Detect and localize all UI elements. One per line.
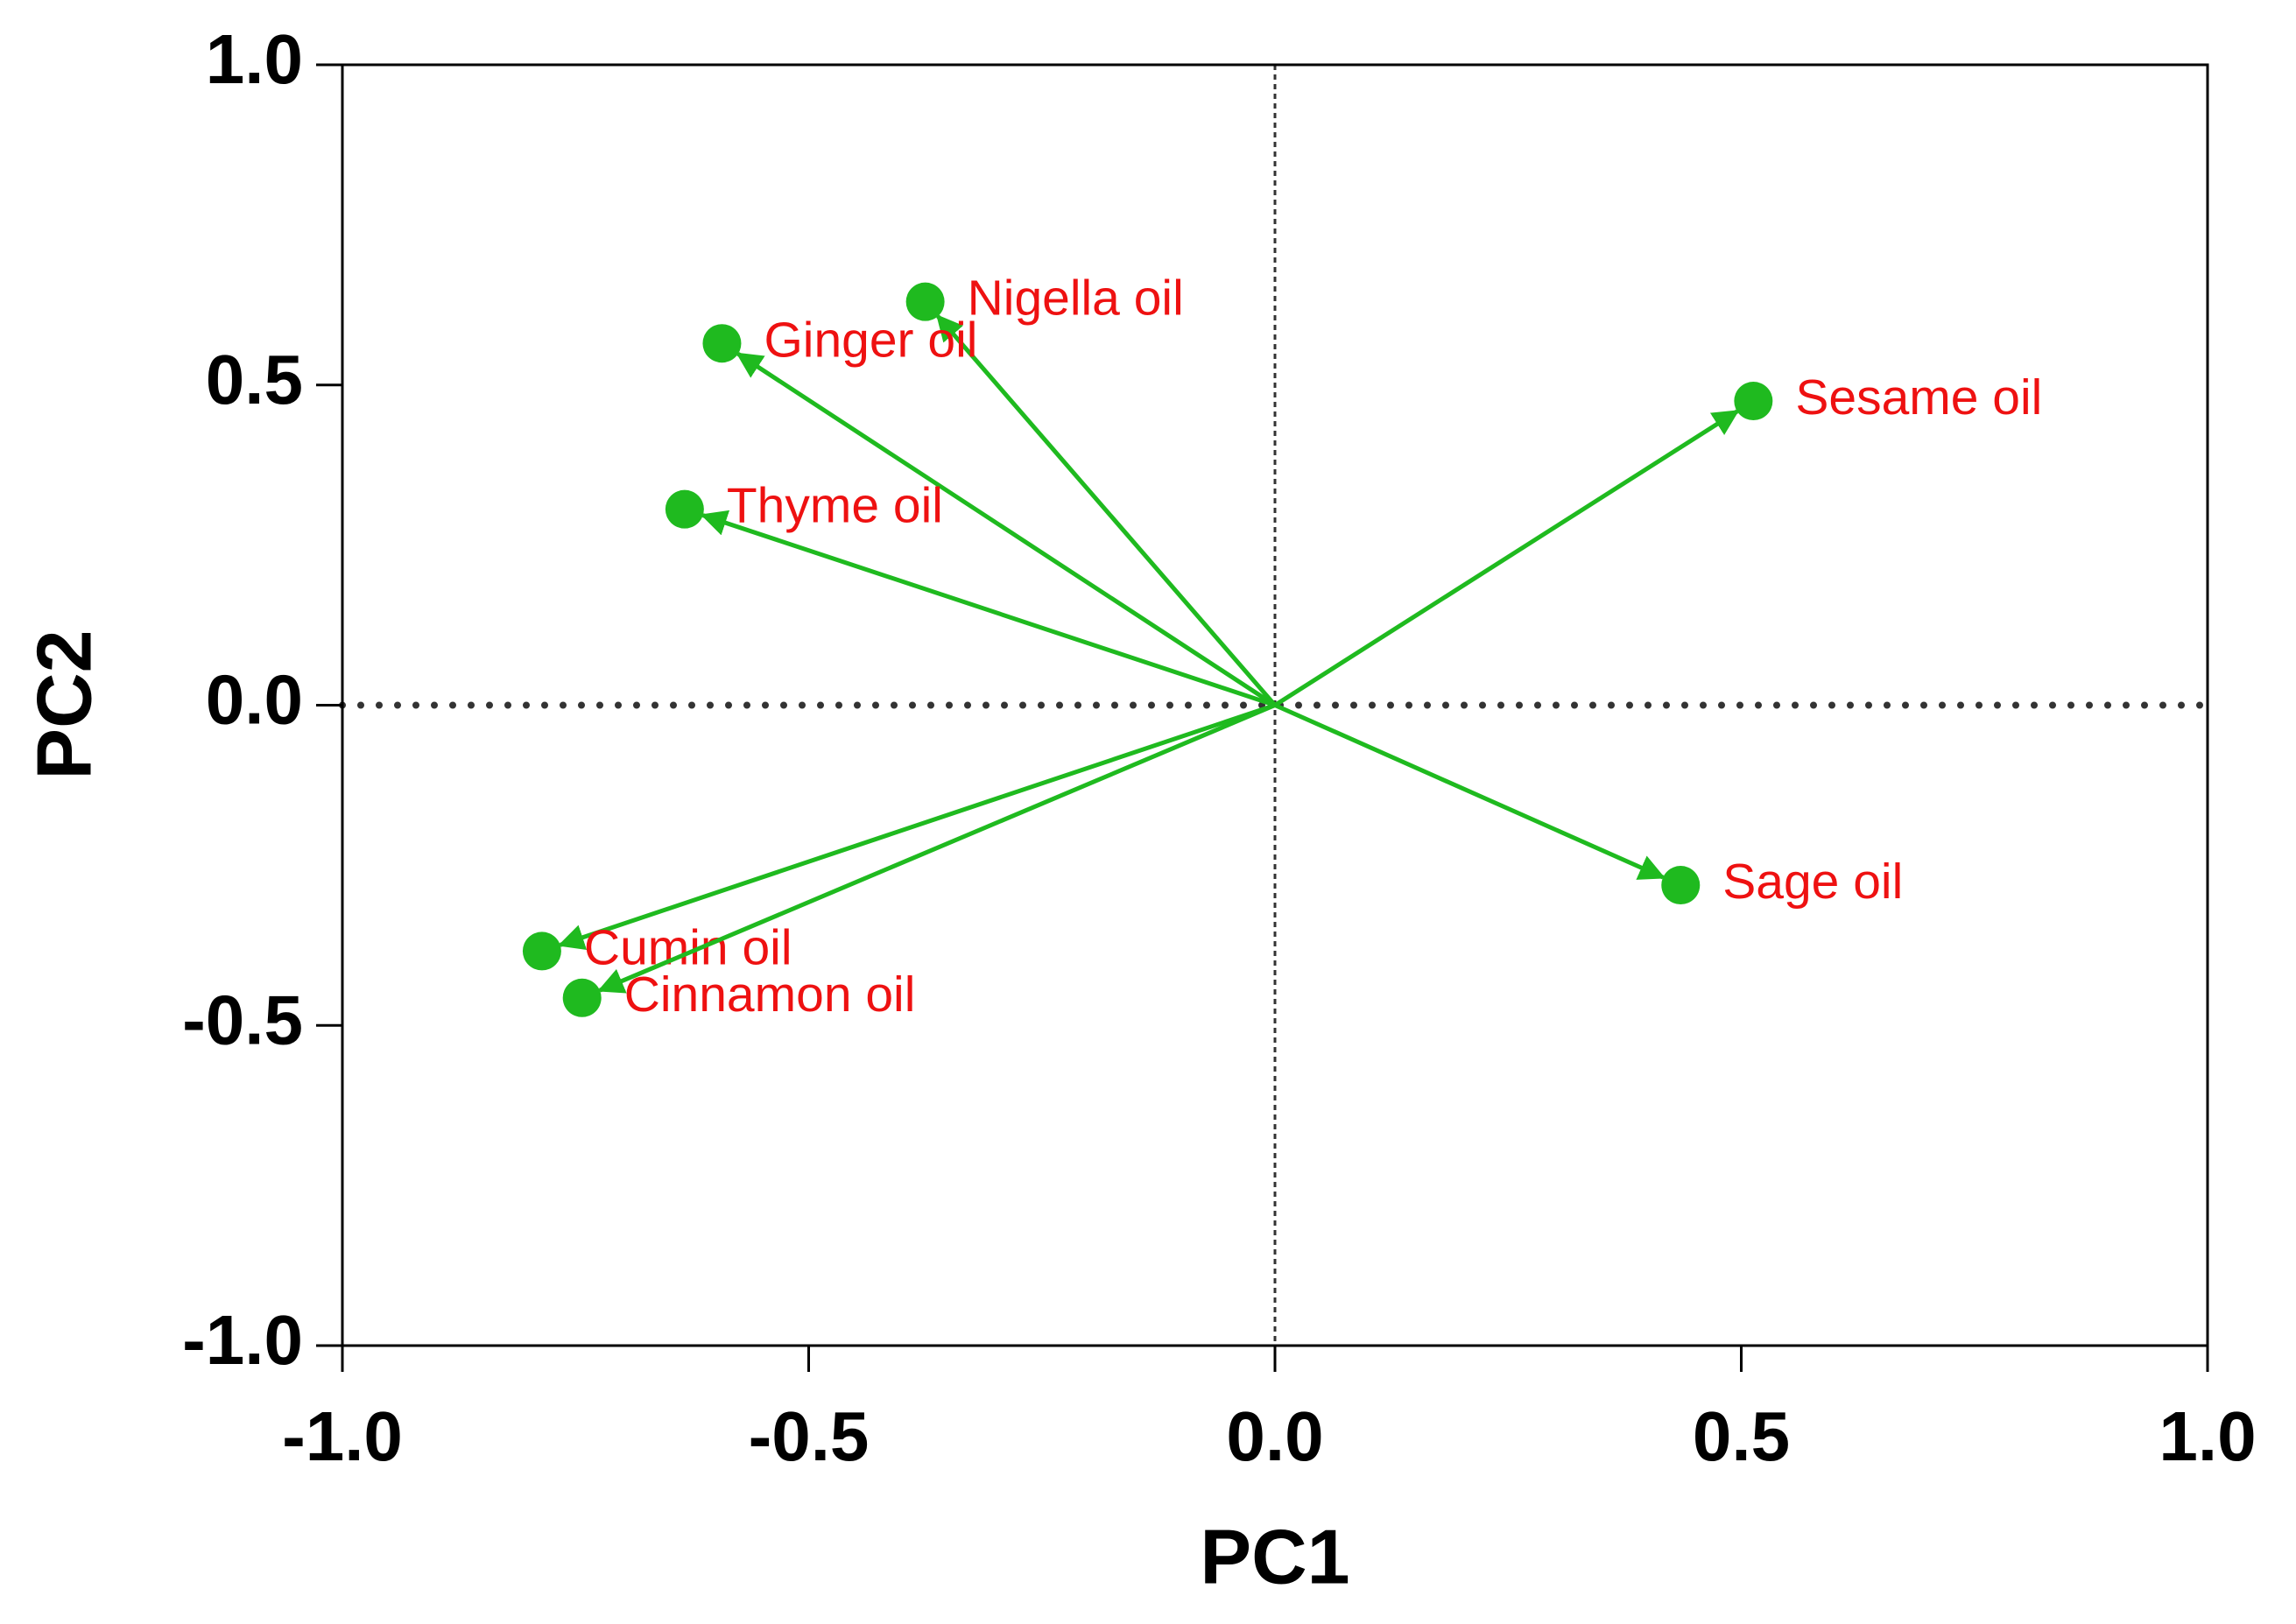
loading-arrow: [736, 352, 1277, 707]
point-label: Nigella oil: [968, 271, 1184, 327]
x-axis-title: PC1: [1200, 1513, 1349, 1599]
y-tick-label: 0.5: [206, 341, 303, 418]
loading-arrow: [557, 703, 1276, 951]
loading-arrow: [700, 510, 1276, 707]
loading-arrow: [1273, 703, 1666, 880]
point-label: Sesame oil: [1795, 369, 2042, 425]
x-tick-label: 0.5: [1693, 1397, 1790, 1475]
point: [665, 489, 704, 529]
y-axis-title: PC2: [20, 629, 107, 779]
point-label: Thyme oil: [727, 478, 943, 534]
y-tick-label: 0.0: [206, 661, 303, 739]
x-tick-label: -0.5: [749, 1397, 870, 1475]
loading-arrow: [597, 703, 1276, 994]
x-tick-label: 0.0: [1226, 1397, 1323, 1475]
x-tick-label: 1.0: [2159, 1397, 2256, 1475]
point: [702, 324, 742, 363]
point: [1661, 866, 1701, 905]
point: [562, 978, 602, 1017]
point: [522, 932, 561, 971]
point: [1734, 382, 1773, 421]
x-tick-label: -1.0: [282, 1397, 403, 1475]
loading-arrow: [1273, 409, 1740, 707]
loading-arrow: [936, 314, 1277, 707]
y-tick-label: -1.0: [182, 1301, 303, 1379]
y-tick-label: -0.5: [182, 981, 303, 1058]
point: [905, 282, 945, 321]
point-label: Cinnamon oil: [624, 967, 916, 1023]
point-label: Cumin oil: [584, 919, 792, 975]
y-tick-label: 1.0: [206, 20, 303, 98]
point-label: Sage oil: [1722, 854, 1903, 910]
point-label: Ginger oil: [764, 312, 977, 368]
